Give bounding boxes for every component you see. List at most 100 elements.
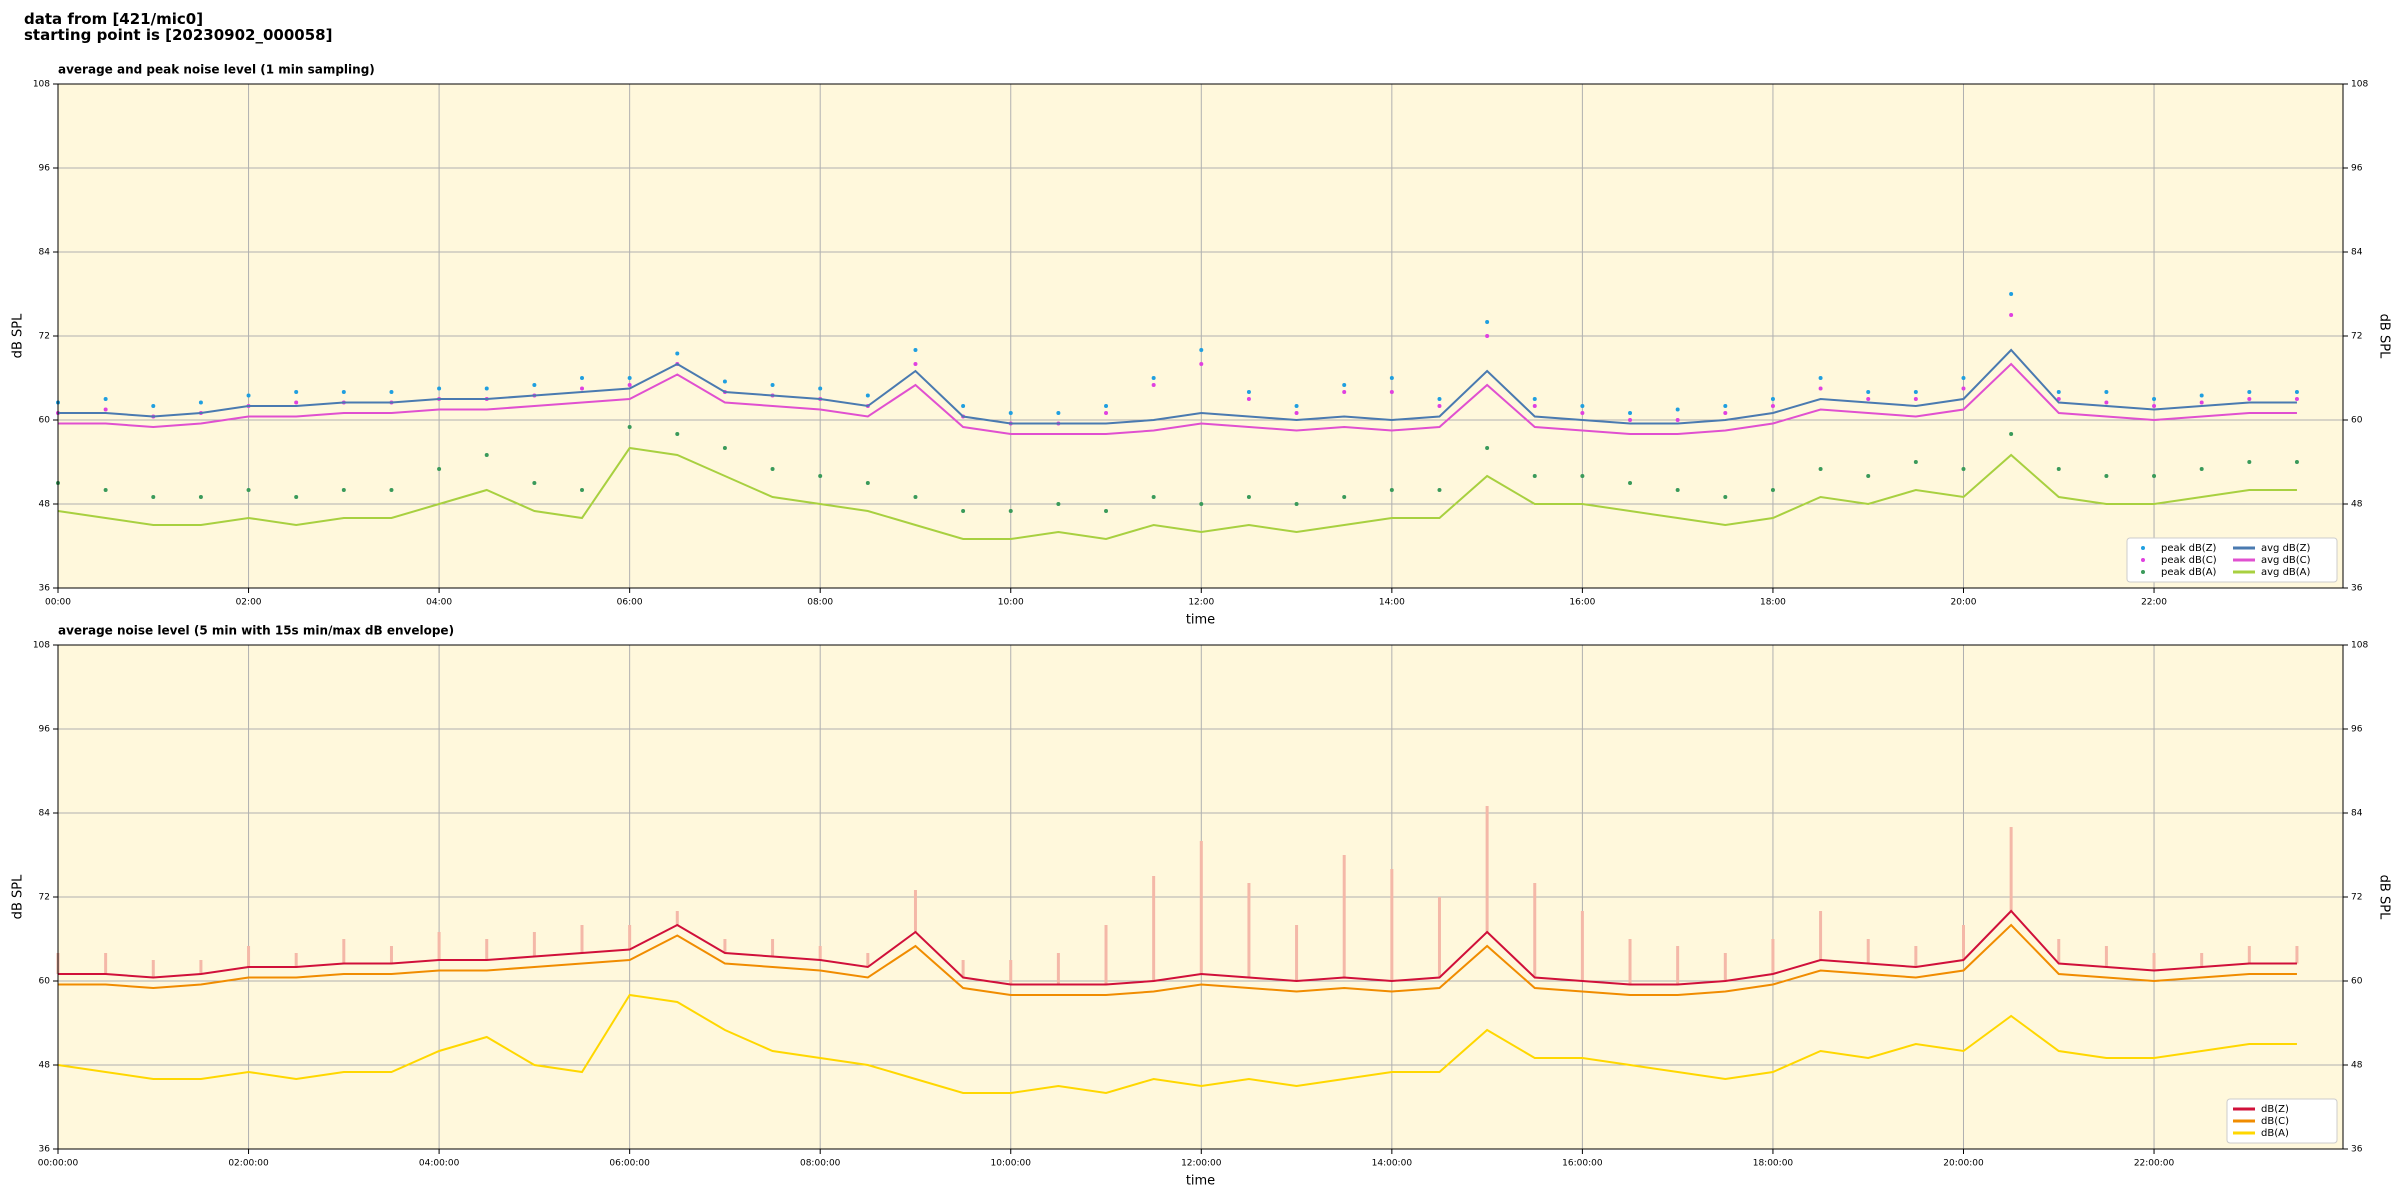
scatter-point [865,393,870,398]
scatter-point [2009,292,2014,296]
y-tick-label: 96 [39,725,51,735]
x-tick-label: 20:00:00 [1943,1159,1984,1169]
scatter-point [1532,474,1537,478]
scatter-point [2009,432,2014,436]
x-tick-label: 16:00 [1569,598,1595,608]
scatter-point [770,383,775,387]
x-tick-label: 08:00:00 [800,1159,841,1169]
scatter-point [1723,411,1728,415]
scatter-point [627,376,632,380]
x-tick-label: 00:00:00 [38,1159,79,1169]
scatter-point [1866,474,1871,478]
y-tick-label: 36 [39,584,51,594]
y-axis-label-right: dB SPL [2377,314,2392,359]
legend-label: dB(C) [2261,1116,2289,1127]
scatter-point [2009,313,2014,317]
scatter-point [1723,404,1728,408]
y-tick-label-right: 72 [2351,332,2362,342]
scatter-point [1199,362,1204,366]
scatter-point [1485,446,1490,450]
legend-box [2126,537,2338,583]
scatter-point [1104,411,1109,415]
scatter-point [1389,390,1394,394]
scatter-point [1628,481,1633,485]
scatter-point [151,495,156,499]
y-tick-label: 60 [39,416,51,426]
frame [57,83,2344,589]
y-tick-label-right: 108 [2351,80,2368,90]
scatter-point [2152,404,2157,408]
x-tick-label: 16:00:00 [1562,1159,1603,1169]
scatter-point [1770,397,1775,401]
legend-label: avg dB(C) [2261,555,2311,566]
y-tick-label: 72 [39,332,50,342]
scatter-point [1580,411,1585,415]
scatter-point [2152,397,2157,401]
y-tick-label-right: 108 [2351,641,2368,651]
scatter-point [627,425,632,429]
scatter-point [961,404,966,408]
scatter-point [2199,467,2204,471]
scatter-point [1913,397,1918,401]
scatter-point [1675,407,1680,412]
scatter-point [246,393,251,398]
scatter-point [1199,502,1204,506]
x-tick-label: 18:00 [1760,598,1786,608]
y-tick-label: 108 [33,641,50,651]
series-line [57,993,2297,1095]
scatter-point [770,467,775,471]
legend-label: dB(Z) [2261,1104,2289,1115]
scatter-point [103,397,108,401]
y-tick-label: 60 [39,977,51,987]
scatter-point [1342,495,1347,499]
scatter-point [913,495,918,499]
x-tick-label: 00:00 [45,598,71,608]
scatter-point [2199,400,2204,405]
scatter-point [1246,397,1251,401]
x-axis-label: time [1186,1174,1215,1189]
y-tick-label: 48 [39,1061,51,1071]
y-tick-label-right: 48 [2351,1061,2363,1071]
legend-label: peak dB(Z) [2161,543,2217,554]
scatter-point [1818,386,1823,391]
x-tick-label: 04:00 [426,598,452,608]
x-tick-label: 10:00:00 [991,1159,1032,1169]
scatter-point [580,376,585,380]
scatter-point [1866,397,1871,401]
scatter-point [818,474,823,478]
scatter-point [1532,397,1537,401]
series-line [58,909,2297,986]
scatter-point [1008,509,1013,513]
scatter-point [1485,320,1490,324]
scatter-point [1723,495,1728,499]
scatter-point [1485,334,1490,338]
scatter-point [1294,411,1299,415]
scatter-point [103,488,108,492]
scatter-point [2104,474,2109,478]
x-tick-label: 14:00 [1379,598,1405,608]
scatter-point [580,386,585,391]
y-tick-label-right: 36 [2351,584,2363,594]
y-tick-label-right: 84 [2351,248,2363,258]
x-tick-label: 06:00:00 [609,1159,650,1169]
scatter-point [1628,411,1633,415]
scatter-point [1294,404,1299,408]
scatter-point [1675,418,1680,422]
scatter-point [1580,474,1585,478]
y-tick-label: 48 [39,500,51,510]
scatter-point [1961,386,1966,391]
series-line [58,348,2297,425]
scatter-point [1389,376,1394,380]
series-line [57,446,2297,541]
scatter-point [2294,390,2299,394]
scatter-point [1961,376,1966,380]
scatter-point [294,495,299,499]
y-tick-label: 96 [39,164,51,174]
scatter-point [2152,474,2157,478]
y-tick-label-right: 96 [2351,164,2363,174]
scatter-point [913,348,918,352]
scatter-point [1294,502,1299,506]
scatter-point [532,383,537,387]
scatter-point [2294,460,2299,464]
scatter-point [1437,488,1442,492]
